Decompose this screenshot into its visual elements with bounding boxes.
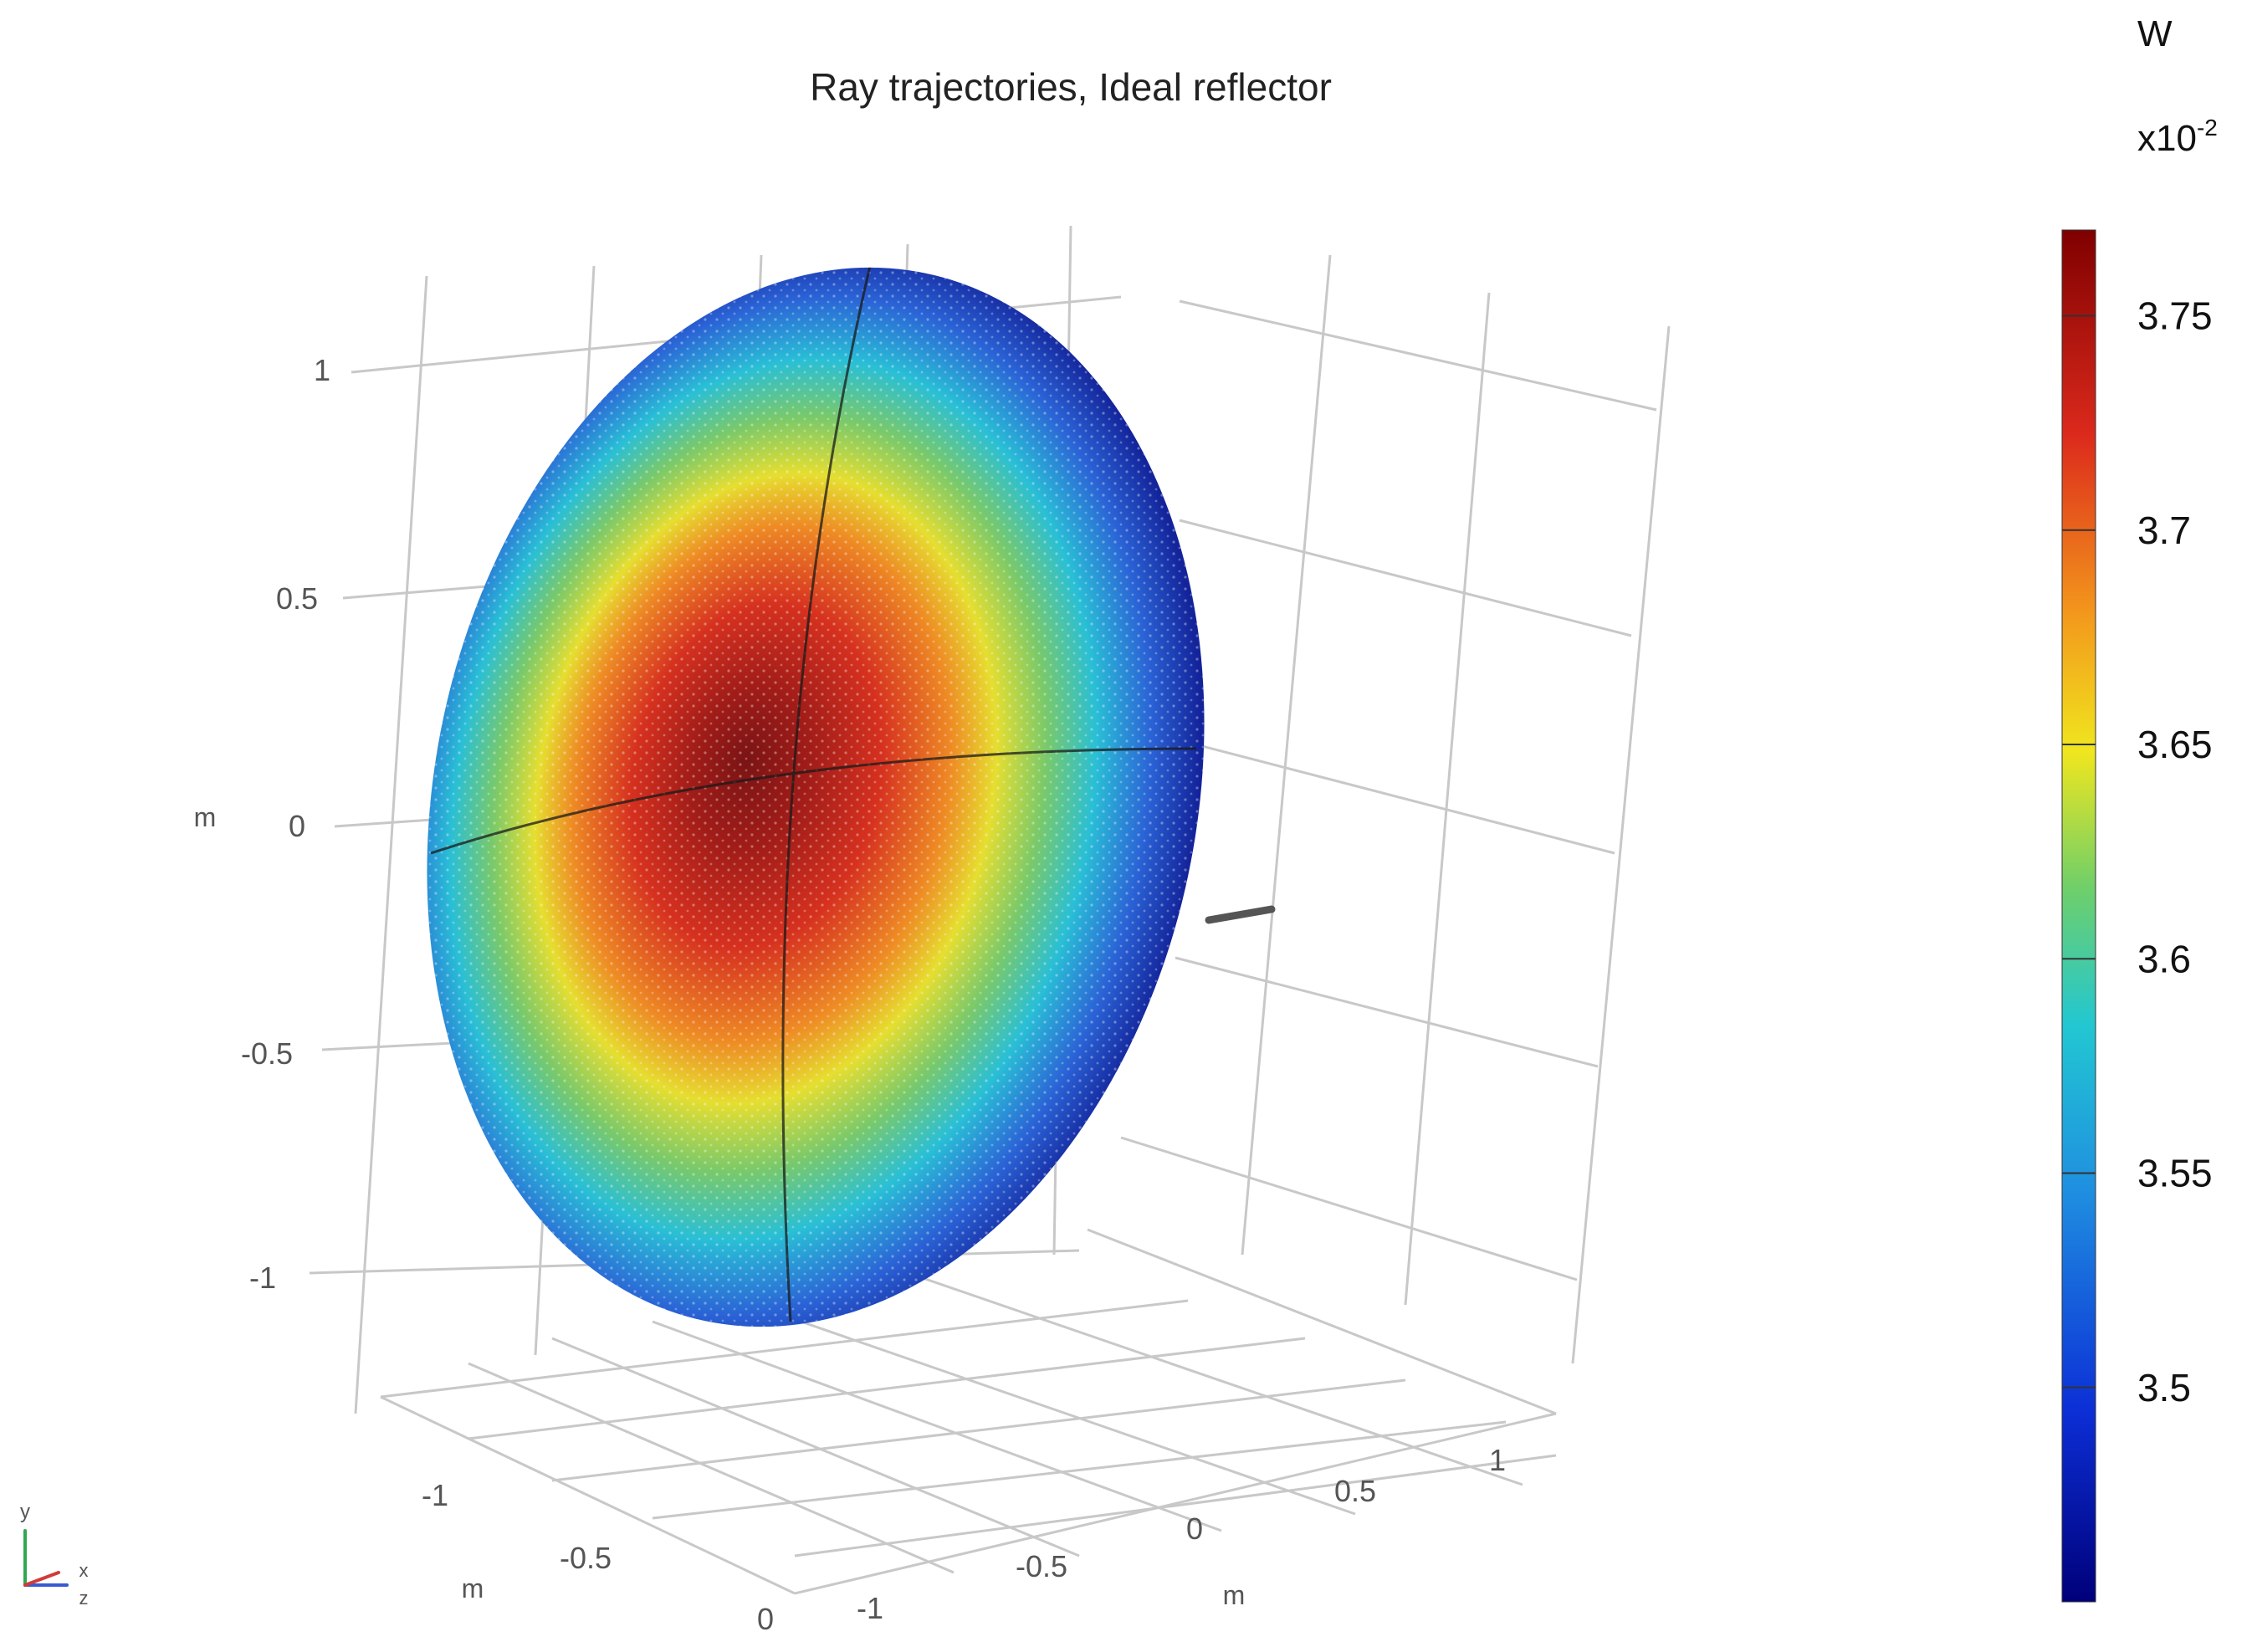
colorbar-tick-label: 3.6 [2137,937,2191,980]
y-tick-label: -1 [249,1261,276,1295]
z-tick-label: -0.5 [1016,1549,1067,1583]
colorbar-tick-label: 3.75 [2137,294,2213,338]
triad-label-y: y [20,1501,30,1523]
colorbar-tick-label: 3.65 [2137,723,2213,766]
grid-back-wall-right [1120,254,1671,1364]
y-tick-label: 0.5 [276,581,318,616]
y-tick-label: 1 [314,353,330,387]
orientation-triad: y x z [20,1501,89,1609]
colorbar-tick-label: 3.5 [2137,1366,2191,1409]
z-axis-label: m [1223,1580,1246,1610]
grid-floor [380,1228,1557,1595]
y-axis-label: m [194,802,217,832]
x-axis-label: m [462,1573,484,1603]
colorbar-multiplier-exponent: -2 [2197,115,2218,141]
y-axis: 1 0.5 0 -0.5 -1 m [194,353,330,1295]
z-tick-label: 1 [1489,1443,1506,1477]
z-tick-label: -1 [857,1591,883,1625]
colorbar-multiplier-base: x10 [2137,118,2197,159]
z-tick-label: 0.5 [1334,1474,1376,1508]
x-tick-label: 0 [757,1602,774,1636]
y-tick-label: -0.5 [241,1036,293,1071]
chart-title: Ray trajectories, Ideal reflector [810,65,1332,109]
colorbar: W x10-2 3.75 3.7 3.65 3.6 3.55 3.5 [2061,13,2218,1603]
colorbar-unit: W [2137,13,2173,54]
y-tick-label: 0 [289,809,305,843]
colorbar-tick-label: 3.55 [2137,1152,2213,1195]
triad-label-z: z [79,1588,89,1609]
z-axis: -1 -0.5 0 0.5 1 m [857,1443,1506,1625]
z-tick-label: 0 [1186,1511,1203,1546]
triad-label-x: x [79,1560,89,1581]
colorbar-tick-label: 3.7 [2137,509,2191,552]
source-rod [1205,905,1276,924]
x-tick-label: -0.5 [560,1541,612,1575]
x-axis: -1 -0.5 0 m [422,1478,774,1636]
x-tick-label: -1 [422,1478,448,1512]
colorbar-gradient [2061,229,2096,1603]
reflector-surface [368,234,1272,1363]
colorbar-multiplier: x10-2 [2137,115,2218,159]
